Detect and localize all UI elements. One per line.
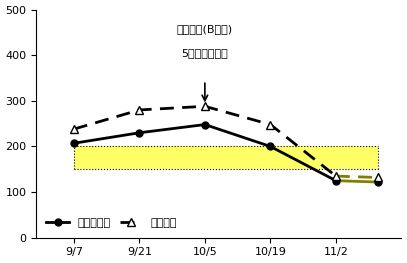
- Text: 5段果房肥大時: 5段果房肥大時: [182, 48, 228, 58]
- FancyBboxPatch shape: [74, 146, 378, 169]
- Text: 抑制栄培(B圃場): 抑制栄培(B圃場): [177, 24, 233, 34]
- Legend: リン酸減肥, 慣行施肥: リン酸減肥, 慣行施肥: [42, 213, 182, 232]
